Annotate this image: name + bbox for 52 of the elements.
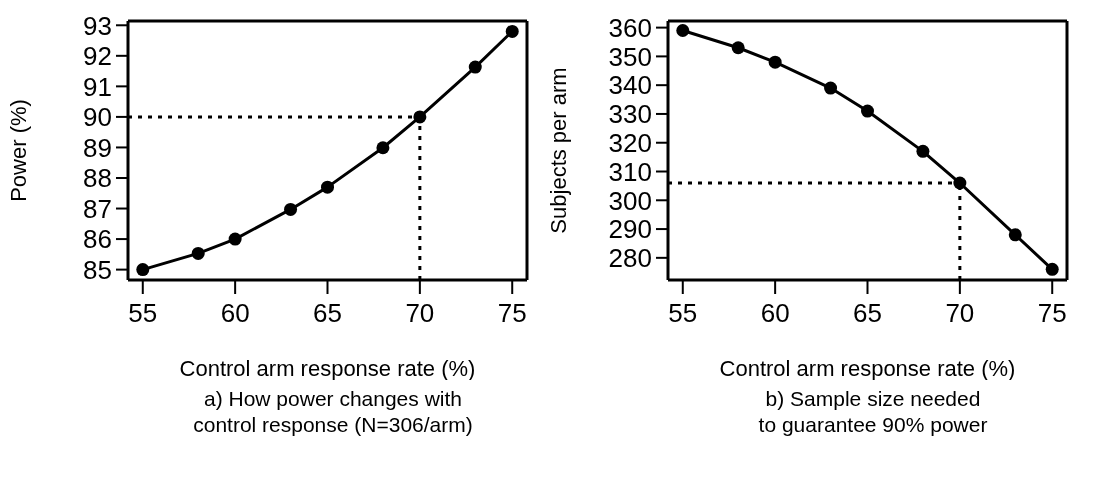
y-tick-label: 87 (83, 193, 112, 224)
point (284, 202, 298, 216)
point (824, 81, 838, 95)
y-axis-title: Power (%) (5, 99, 31, 202)
y-tick-label: 280 (608, 243, 652, 274)
x-tick-label: 60 (220, 298, 250, 329)
y-tick-label: 360 (608, 12, 652, 43)
x-tick-label: 65 (313, 298, 342, 329)
y-tick-label: 90 (83, 102, 112, 133)
point (1008, 228, 1022, 242)
y-tick-label: 88 (83, 163, 112, 194)
x-tick-label: 55 (128, 298, 158, 329)
x-axis-title: Control arm response rate (%) (179, 356, 476, 381)
text: a) How power changes with control response (N=306/arm) (192, 386, 474, 438)
y-tick-label: 340 (608, 70, 652, 101)
point (953, 176, 967, 190)
x-tick-label: 70 (405, 298, 435, 329)
x-tick-label: 60 (760, 298, 790, 329)
y-tick-label: 290 (608, 214, 652, 245)
y-tick-label: 85 (83, 254, 112, 285)
y-tick-label: 330 (608, 99, 652, 130)
y-tick-label: 350 (608, 41, 652, 72)
y-tick-label: 86 (83, 224, 112, 255)
point (505, 24, 519, 38)
point (191, 246, 205, 260)
y-axis-title: Subjects per arm (545, 67, 571, 234)
point (136, 263, 150, 277)
point (321, 180, 334, 194)
point (768, 55, 782, 69)
point (376, 141, 390, 155)
point (228, 232, 242, 246)
y-tick-label: 320 (608, 127, 652, 158)
y-tick-label: 92 (83, 41, 112, 72)
y-tick-label: 310 (608, 156, 652, 187)
point (468, 60, 482, 74)
text: b) Sample size needed to guarantee 90% power (757, 386, 989, 438)
point (916, 144, 930, 158)
point (731, 41, 745, 55)
y-tick-label: 300 (608, 185, 652, 216)
y-tick-label: 91 (83, 71, 112, 102)
x-tick-label: 65 (853, 298, 882, 329)
point (413, 110, 427, 124)
x-tick-label: 75 (497, 298, 527, 329)
x-tick-label: 70 (945, 298, 975, 329)
x-axis-title: Control arm response rate (%) (719, 356, 1016, 381)
point (1045, 262, 1059, 276)
x-tick-label: 75 (1037, 298, 1067, 329)
x-tick-label: 55 (668, 298, 698, 329)
y-tick-label: 89 (83, 132, 112, 163)
point (676, 24, 690, 37)
point (861, 104, 874, 118)
y-tick-label: 93 (83, 10, 112, 41)
